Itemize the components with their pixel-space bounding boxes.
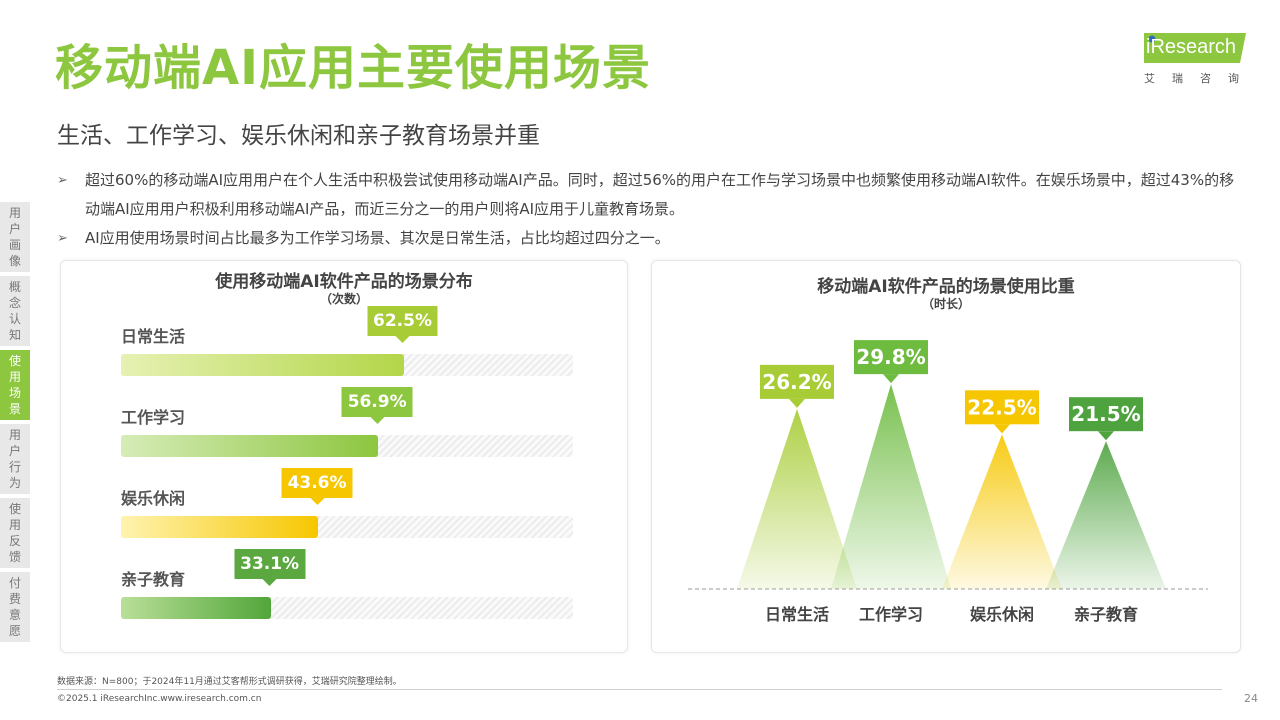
bar-category-label: 亲子教育: [121, 570, 186, 589]
peak-entertainment: [942, 434, 1062, 589]
right-chart-subtitle: （时长）: [921, 297, 970, 311]
value-callout-box: [1069, 397, 1143, 432]
peak-value-label: 22.5%: [967, 395, 1036, 419]
bar-category-label: 日常生活: [121, 327, 186, 346]
side-nav-label: 使用场景: [8, 354, 21, 416]
scene-share-panel: 移动端AI软件产品的场景使用比重 （时长） 26.2% 日常生活 29.8% 工作学习…: [651, 260, 1241, 653]
value-callout-pointer: [994, 424, 1010, 434]
value-callout-box: [854, 340, 928, 375]
finding-text: 超过60%的移动端AI应用用户在个人生活中积极尝试使用移动端AI产品。同时，超过…: [85, 171, 1235, 218]
side-nav-label: 用户画像: [8, 206, 21, 268]
peak-category-label: 日常生活: [765, 605, 829, 624]
peak-value-label: 21.5%: [1071, 402, 1140, 426]
side-nav-label: 付费意愿: [8, 576, 21, 638]
finding-text: AI应用使用场景时间占比最多为工作学习场景、其次是日常生活，占比均超过四分之一。: [85, 229, 670, 247]
arrow-bullet-icon: ➢: [57, 231, 68, 246]
peak-category-label: 亲子教育: [1074, 605, 1138, 624]
side-nav-item-user-profile[interactable]: 用户画像: [0, 202, 30, 272]
bar-row-work-study: 工作学习 56.9%: [121, 387, 573, 464]
value-callout-box: [760, 364, 834, 399]
value-callout-pointer: [883, 374, 899, 384]
left-chart-subtitle: （次数）: [319, 292, 368, 306]
bar-value-label: 33.1%: [234, 549, 306, 586]
right-chart-title: 移动端AI软件产品的场景使用比重: [817, 277, 1075, 297]
page-subtitle: 生活、工作学习、娱乐休闲和亲子教育场景并重: [57, 123, 540, 149]
side-nav: 用户画像 概念认知 使用场景 用户行为 使用反馈 付费意愿: [0, 202, 30, 646]
bar-fill: [121, 354, 404, 376]
peak-work-study: [831, 384, 951, 589]
side-nav-label: 使用反馈: [8, 502, 21, 564]
bar-row-daily-life: 日常生活 62.5%: [121, 306, 573, 383]
page-number: 24: [1244, 692, 1258, 705]
logo-brand-text: iResearch: [1146, 36, 1237, 58]
peak-parenting: [1046, 441, 1166, 589]
bar-value-label: 43.6%: [281, 468, 353, 505]
side-nav-item-awareness[interactable]: 概念认知: [0, 276, 30, 346]
side-nav-item-payment[interactable]: 付费意愿: [0, 572, 30, 642]
data-source-note: 数据来源：N=800；于2024年11月通过艾客帮形式调研获得，艾瑞研究院整理绘…: [57, 677, 402, 687]
logo-banner-icon: [1144, 33, 1246, 63]
peak-value-label: 29.8%: [856, 345, 925, 369]
bar-value-label: 62.5%: [367, 306, 438, 343]
copyright-text: ©2025.1 iResearchInc.www.iresearch.com.c…: [57, 694, 262, 704]
value-callout-pointer: [1098, 431, 1114, 441]
left-chart-title: 使用移动端AI软件产品的场景分布: [215, 272, 473, 292]
bar-category-label: 娱乐休闲: [121, 489, 186, 508]
key-findings: ➢ 超过60%的移动端AI应用用户在个人生活中积极尝试使用移动端AI产品。同时，…: [57, 166, 1247, 253]
iresearch-logo: iResearch 艾瑞咨询: [1140, 33, 1250, 85]
bar-value-label: 56.9%: [341, 387, 413, 424]
side-nav-item-feedback[interactable]: 使用反馈: [0, 498, 30, 568]
arrow-bullet-icon: ➢: [57, 173, 68, 188]
triangle-peak-chart: 26.2% 日常生活 29.8% 工作学习 22.5% 娱乐休闲 21.5% 亲子教育: [688, 340, 1208, 624]
logo-cn-text: 艾瑞咨询: [1144, 72, 1256, 85]
peak-category-label: 娱乐休闲: [970, 605, 1034, 624]
bar-category-label: 工作学习: [121, 408, 186, 427]
footer-divider: [57, 689, 1222, 690]
peak-daily-life: [737, 408, 857, 589]
scene-distribution-panel: 使用移动端AI软件产品的场景分布 （次数） 日常生活 62.5% 工作学习 56.9%…: [60, 260, 628, 653]
side-nav-label: 概念认知: [8, 280, 21, 342]
finding-item: ➢ 超过60%的移动端AI应用用户在个人生活中积极尝试使用移动端AI产品。同时，…: [57, 166, 1247, 224]
peak-value-label: 26.2%: [762, 370, 831, 394]
side-nav-item-behavior[interactable]: 用户行为: [0, 424, 30, 494]
page-title: 移动端AI应用主要使用场景: [55, 40, 652, 96]
finding-item: ➢ AI应用使用场景时间占比最多为工作学习场景、其次是日常生活，占比均超过四分之…: [57, 224, 1247, 253]
bar-row-entertainment: 娱乐休闲 43.6%: [121, 468, 573, 545]
value-callout-pointer: [789, 398, 805, 408]
value-callout-box: [965, 390, 1039, 425]
bar-fill: [121, 597, 271, 619]
bar-row-parenting: 亲子教育 33.1%: [121, 549, 573, 626]
side-nav-label: 用户行为: [8, 428, 21, 490]
bar-fill: [121, 435, 379, 457]
peak-category-label: 工作学习: [859, 605, 923, 624]
side-nav-item-scenarios[interactable]: 使用场景: [0, 350, 30, 420]
bar-fill: [121, 516, 319, 538]
